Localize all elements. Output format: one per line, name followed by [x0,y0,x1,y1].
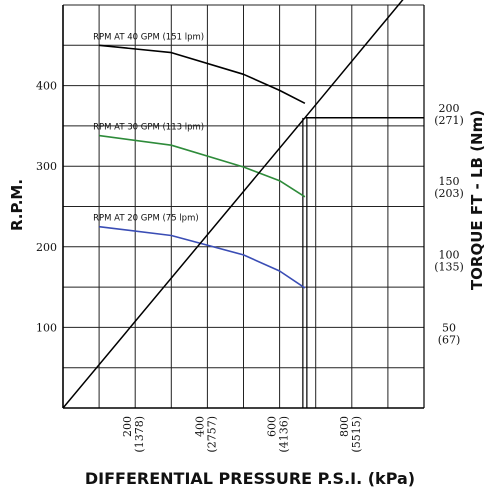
x-tick-label-kpa: (2757) [205,416,218,453]
y2-axis-title: TORQUE FT - LB (Nm) [468,110,486,290]
y-tick-label: 100 [36,321,57,334]
y2-tick-label: 100 [439,248,460,261]
y2-tick-label-nm: (135) [434,260,464,273]
y-axis-title: R.P.M. [8,179,26,231]
y-tick-label: 400 [36,80,57,93]
x-axis-title: DIFFERENTIAL PRESSURE P.S.I. (kPa) [85,469,415,488]
x-tick-label: 200 [121,416,134,437]
y-tick-label: 300 [36,160,57,173]
y-tick-label: 200 [36,241,57,254]
series-line-rpm-at-40-gpm-151-lpm [99,44,306,105]
y2-tick-label-nm: (67) [438,334,461,347]
x-tick-label-kpa: (1378) [133,416,146,453]
y2-tick-label: 200 [439,102,460,115]
series-line-rpm-at-30-gpm-113-lpm [98,134,306,198]
x-tick-label: 400 [193,416,206,437]
x-tick-label: 600 [266,416,279,437]
series-label: RPM AT 30 GPM (113 lpm) [93,123,204,133]
x-tick-label-kpa: (5515) [350,416,363,453]
x-tick-label-kpa: (4136) [278,416,291,453]
series-line-rpm-at-20-gpm-75-lpm [99,225,306,289]
y2-tick-label-nm: (203) [434,187,464,200]
y2-tick-label-nm: (271) [434,114,464,127]
series-label: RPM AT 40 GPM (151 lpm) [93,32,204,42]
tick-labels: 10020030040050(67)100(135)150(203)200(27… [36,80,464,453]
curve-labels: RPM AT 40 GPM (151 lpm) RPM AT 30 GPM (11… [93,32,204,223]
x-tick-label: 800 [338,416,351,437]
series-group [62,0,424,409]
y2-tick-label: 150 [439,175,460,188]
y2-tick-label: 50 [442,322,456,335]
grid [62,4,425,409]
series-label: RPM AT 20 GPM (75 lpm) [93,214,199,224]
